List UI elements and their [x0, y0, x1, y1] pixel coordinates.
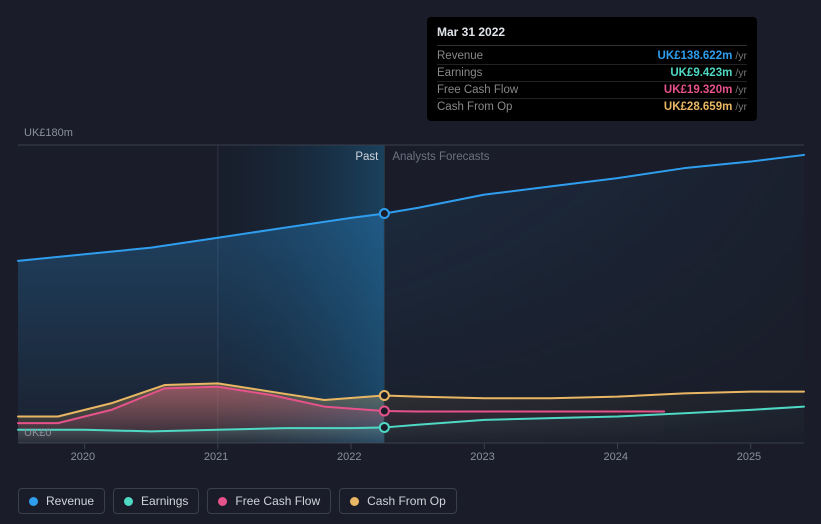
- x-axis-year: 2023: [470, 451, 494, 463]
- legend-label: Cash From Op: [367, 494, 446, 508]
- tooltip-row: RevenueUK£138.622m/yr: [437, 48, 747, 65]
- financial-chart: Mar 31 2022 RevenueUK£138.622m/yrEarning…: [0, 0, 821, 524]
- tooltip-value: UK£9.423m/yr: [584, 65, 747, 82]
- legend-item[interactable]: Cash From Op: [339, 488, 457, 514]
- y-axis-label-min: UK£0: [24, 427, 52, 439]
- tooltip-table: RevenueUK£138.622m/yrEarningsUK£9.423m/y…: [437, 48, 747, 115]
- legend-swatch: [124, 497, 133, 506]
- legend-label: Earnings: [141, 494, 188, 508]
- legend-swatch: [218, 497, 227, 506]
- tooltip-row: EarningsUK£9.423m/yr: [437, 65, 747, 82]
- x-axis-year: 2021: [204, 451, 228, 463]
- x-axis-year: 2022: [337, 451, 361, 463]
- x-axis-year: 2025: [737, 451, 761, 463]
- tooltip-value: UK£28.659m/yr: [584, 99, 747, 116]
- tooltip-row: Cash From OpUK£28.659m/yr: [437, 99, 747, 116]
- tooltip-label: Cash From Op: [437, 99, 584, 116]
- legend-item[interactable]: Free Cash Flow: [207, 488, 331, 514]
- tooltip-label: Revenue: [437, 48, 584, 65]
- chart-tooltip: Mar 31 2022 RevenueUK£138.622m/yrEarning…: [427, 17, 757, 121]
- legend-swatch: [29, 497, 38, 506]
- forecast-zone-label: Analysts Forecasts: [392, 151, 489, 163]
- legend-label: Revenue: [46, 494, 94, 508]
- legend-swatch: [350, 497, 359, 506]
- past-zone-label: Past: [355, 151, 378, 163]
- legend-label: Free Cash Flow: [235, 494, 320, 508]
- tooltip-value: UK£19.320m/yr: [584, 82, 747, 99]
- x-axis-year: 2020: [71, 451, 95, 463]
- x-axis-year: 2024: [603, 451, 627, 463]
- chart-legend: Revenue Earnings Free Cash Flow Cash From O…: [18, 488, 457, 514]
- y-axis-label-max: UK£180m: [24, 127, 73, 139]
- tooltip-row: Free Cash FlowUK£19.320m/yr: [437, 82, 747, 99]
- legend-item[interactable]: Earnings: [113, 488, 199, 514]
- tooltip-date: Mar 31 2022: [437, 25, 747, 46]
- tooltip-label: Earnings: [437, 65, 584, 82]
- legend-item[interactable]: Revenue: [18, 488, 105, 514]
- tooltip-value: UK£138.622m/yr: [584, 48, 747, 65]
- tooltip-label: Free Cash Flow: [437, 82, 584, 99]
